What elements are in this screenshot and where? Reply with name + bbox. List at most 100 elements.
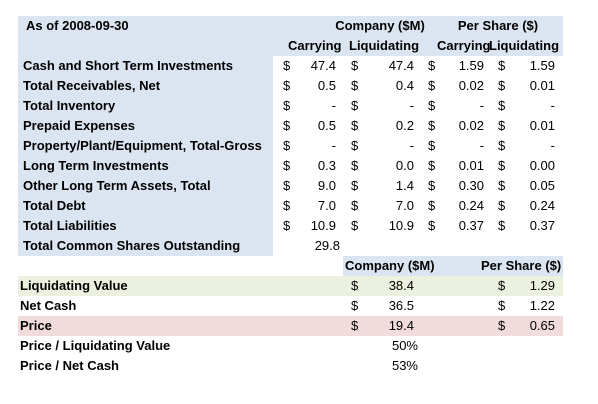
currency-symbol: $	[283, 198, 291, 213]
ratio-value: 50%	[391, 338, 418, 353]
company-carrying-value: 47.4	[310, 58, 336, 73]
company-carrying-value: 0.3	[317, 158, 336, 173]
currency-symbol: $	[351, 78, 359, 93]
currency-symbol: $	[283, 218, 291, 233]
per-share-liquidating-value: 0.01	[529, 118, 555, 133]
currency-symbol: $	[351, 278, 359, 293]
row-label: Total Liabilities	[23, 218, 117, 233]
per-share-carrying-value: -	[479, 138, 484, 153]
price-band	[18, 316, 563, 336]
company-liquidating-header: Liquidating	[349, 38, 420, 53]
row-label: Total Debt	[23, 198, 86, 213]
currency-symbol: $	[351, 58, 359, 73]
currency-symbol: $	[283, 138, 291, 153]
per-share-liquidating-value: 0.37	[529, 218, 555, 233]
bottom-company-header: Company ($M)	[345, 258, 435, 273]
company-carrying-value: 9.0	[317, 178, 336, 193]
company-value: 38.4	[388, 278, 414, 293]
per-share-carrying-value: 0.37	[458, 218, 484, 233]
row-label: Total Receivables, Net	[23, 78, 161, 93]
row-label: Price	[20, 318, 52, 333]
per-share-group-header: Per Share ($)	[457, 18, 539, 33]
currency-symbol: $	[351, 178, 359, 193]
company-carrying-value: 0.5	[317, 118, 336, 133]
currency-symbol: $	[351, 118, 359, 133]
per-share-carrying-value: 0.02	[458, 118, 484, 133]
per-share-carrying-value: -	[479, 98, 484, 113]
company-liquidating-value: 10.9	[388, 218, 414, 233]
currency-symbol: $	[498, 218, 506, 233]
currency-symbol: $	[351, 198, 359, 213]
row-label: Cash and Short Term Investments	[23, 58, 233, 73]
currency-symbol: $	[428, 198, 436, 213]
company-value: 19.4	[388, 318, 414, 333]
ratio-value: 53%	[391, 358, 418, 373]
shares-outstanding-value: 29.8	[314, 238, 340, 253]
currency-symbol: $	[428, 178, 436, 193]
currency-symbol: $	[351, 98, 359, 113]
currency-symbol: $	[351, 138, 359, 153]
row-label: Liquidating Value	[20, 278, 128, 293]
currency-symbol: $	[498, 138, 506, 153]
per-share-carrying-value: 0.02	[458, 78, 484, 93]
shares-outstanding-label: Total Common Shares Outstanding	[23, 238, 241, 253]
currency-symbol: $	[351, 318, 359, 333]
company-carrying-value: -	[331, 138, 336, 153]
per-share-value: 1.22	[529, 298, 555, 313]
bottom-header-band	[343, 256, 563, 276]
row-label: Other Long Term Assets, Total	[23, 178, 211, 193]
currency-symbol: $	[498, 118, 506, 133]
company-liquidating-value: 0.4	[395, 78, 414, 93]
currency-symbol: $	[428, 118, 436, 133]
currency-symbol: $	[428, 78, 436, 93]
currency-symbol: $	[283, 78, 291, 93]
currency-symbol: $	[428, 138, 436, 153]
per-share-carrying-value: 0.24	[458, 198, 484, 213]
row-label: Total Inventory	[23, 98, 116, 113]
currency-symbol: $	[498, 98, 506, 113]
currency-symbol: $	[351, 298, 359, 313]
company-liquidating-value: 7.0	[395, 198, 414, 213]
currency-symbol: $	[498, 78, 506, 93]
per-share-carrying-header: Carrying	[437, 38, 491, 53]
top-label-band	[18, 16, 273, 256]
company-carrying-header: Carrying	[288, 38, 342, 53]
company-liquidating-value: 0.0	[395, 158, 414, 173]
per-share-carrying-value: 1.59	[458, 58, 484, 73]
currency-symbol: $	[428, 98, 436, 113]
currency-symbol: $	[498, 318, 506, 333]
company-carrying-value: 7.0	[317, 198, 336, 213]
currency-symbol: $	[498, 278, 506, 293]
per-share-liquidating-value: 1.59	[529, 58, 555, 73]
currency-symbol: $	[351, 218, 359, 233]
company-value: 36.5	[388, 298, 414, 313]
company-carrying-value: 0.5	[317, 78, 336, 93]
company-liquidating-value: -	[409, 98, 414, 113]
bottom-per-share-header: Per Share ($)	[481, 258, 562, 273]
per-share-carrying-value: 0.30	[458, 178, 484, 193]
currency-symbol: $	[428, 218, 436, 233]
company-liquidating-value: -	[409, 138, 414, 153]
currency-symbol: $	[283, 158, 291, 173]
per-share-liquidating-value: 0.00	[529, 158, 555, 173]
currency-symbol: $	[498, 198, 506, 213]
per-share-liquidating-value: 0.24	[529, 198, 555, 213]
row-label: Property/Plant/Equipment, Total-Gross	[23, 138, 262, 153]
currency-symbol: $	[498, 178, 506, 193]
row-label: Prepaid Expenses	[23, 118, 135, 133]
currency-symbol: $	[428, 158, 436, 173]
per-share-liquidating-value: -	[550, 138, 555, 153]
per-share-liquidating-value: 0.01	[529, 78, 555, 93]
per-share-liquidating-header: Liquidating	[489, 38, 560, 53]
row-label: Long Term Investments	[23, 158, 169, 173]
company-liquidating-value: 0.2	[395, 118, 414, 133]
currency-symbol: $	[498, 158, 506, 173]
currency-symbol: $	[351, 158, 359, 173]
per-share-liquidating-value: 0.05	[529, 178, 555, 193]
row-label: Net Cash	[20, 298, 77, 313]
per-share-carrying-value: 0.01	[458, 158, 484, 173]
per-share-liquidating-value: -	[550, 98, 555, 113]
currency-symbol: $	[498, 58, 506, 73]
top-header-band	[273, 16, 563, 56]
company-liquidating-value: 1.4	[395, 178, 414, 193]
